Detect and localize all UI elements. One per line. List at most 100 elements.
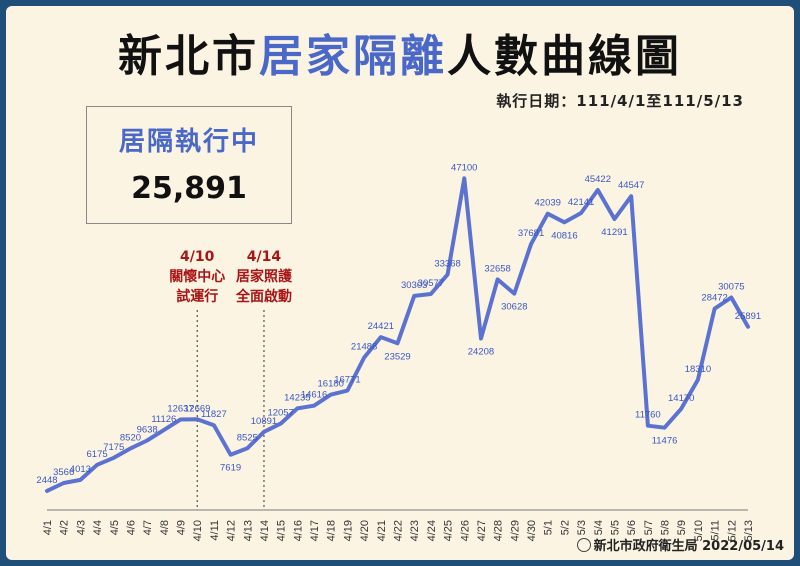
x-tick-label: 4/27 [476, 520, 488, 541]
x-tick-label: 4/25 [443, 520, 455, 541]
data-label: 3566 [53, 467, 74, 478]
x-tick-label: 5/9 [676, 520, 688, 535]
x-tick-label: 5/7 [643, 520, 655, 535]
page-title: 新北市居家隔離人數曲線圖 [6, 20, 794, 84]
data-label: 23529 [384, 351, 410, 362]
data-label: 21488 [351, 342, 377, 353]
data-label: 11126 [151, 414, 176, 425]
data-label: 30303 [401, 280, 427, 291]
data-label: 45422 [585, 174, 611, 185]
x-tick-label: 4/20 [359, 520, 371, 541]
annotation-text: 全面啟動 [235, 288, 292, 305]
x-tick-label: 5/1 [543, 520, 555, 535]
annotation-text: 4/10 [180, 249, 215, 265]
data-label: 47100 [451, 162, 477, 173]
x-tick-label: 5/3 [576, 520, 588, 535]
series-line [45, 176, 750, 493]
x-tick-label: 4/17 [309, 520, 321, 541]
x-tick-label: 4/15 [276, 520, 288, 541]
x-tick-label: 4/11 [209, 520, 221, 541]
infographic-frame: 新北市居家隔離人數曲線圖 執行日期：111/4/1至111/5/13 居隔執行中… [6, 6, 794, 560]
data-label: 7175 [103, 442, 124, 453]
x-tick-label: 4/21 [376, 520, 388, 541]
agency-seal-icon [576, 538, 591, 552]
x-tick-label: 4/23 [409, 520, 421, 541]
x-tick-label: 4/4 [92, 520, 104, 535]
data-label: 9638 [137, 425, 158, 436]
x-tick-label: 4/5 [109, 520, 121, 535]
data-label: 8525 [237, 432, 258, 443]
x-tick-label: 4/2 [59, 520, 71, 535]
data-label: 33368 [434, 258, 460, 269]
data-label: 42141 [568, 197, 594, 208]
x-tick-label: 4/8 [159, 520, 171, 535]
x-tick-label: 4/30 [526, 520, 538, 541]
current-count-box: 居隔執行中 25,891 [86, 106, 292, 224]
annotation-text: 居家照護 [236, 268, 293, 285]
x-tick-label: 4/16 [292, 520, 304, 541]
annotation-text: 4/14 [247, 249, 282, 265]
data-label: 12669 [184, 403, 210, 414]
date-range: 執行日期：111/4/1至111/5/13 [496, 92, 744, 110]
data-label: 30628 [501, 302, 527, 313]
data-label: 12637 [167, 404, 193, 415]
data-label: 24208 [468, 347, 494, 358]
data-label: 14170 [668, 393, 694, 404]
x-tick-label: 4/19 [342, 520, 354, 541]
x-tick-label: 4/1 [42, 520, 54, 535]
title-part-city: 新北市 [118, 31, 259, 82]
x-tick-label: 4/9 [176, 520, 188, 535]
x-tick-label: 4/10 [192, 520, 204, 541]
data-label: 44547 [618, 180, 644, 191]
x-tick-label: 5/12 [726, 520, 738, 541]
data-label: 40816 [551, 230, 577, 241]
data-label: 37681 [518, 228, 544, 239]
x-tick-label: 4/29 [509, 520, 521, 541]
data-label: 42039 [535, 198, 561, 209]
data-label: 16771 [334, 375, 360, 386]
x-tick-label: 5/13 [743, 520, 755, 541]
data-label: 25891 [735, 311, 761, 322]
data-label: 30075 [718, 281, 744, 292]
x-tick-label: 5/11 [710, 520, 722, 541]
annotation-text: 關懷中心 [169, 268, 225, 285]
current-count-value: 25,891 [131, 171, 247, 206]
data-label: 10891 [251, 416, 277, 427]
x-tick-label: 4/26 [459, 520, 471, 541]
x-tick-label: 4/13 [242, 520, 254, 541]
x-tick-label: 4/24 [426, 520, 438, 541]
data-label: 6175 [87, 449, 108, 460]
data-label: 7619 [220, 463, 241, 474]
x-tick-label: 5/4 [593, 520, 605, 535]
x-tick-label: 5/6 [626, 520, 638, 535]
data-label: 11827 [201, 409, 227, 420]
data-label: 32658 [484, 263, 510, 274]
data-label: 12057 [267, 408, 293, 419]
x-tick-label: 5/2 [559, 520, 571, 535]
data-label: 11760 [635, 410, 661, 421]
data-label: 24421 [368, 321, 394, 332]
data-label: 8520 [120, 432, 141, 443]
title-part-rest: 人數曲線圖 [447, 31, 682, 82]
current-count-label: 居隔執行中 [118, 127, 259, 157]
x-tick-label: 4/28 [493, 520, 505, 541]
x-tick-label: 5/10 [693, 520, 705, 541]
data-label: 2448 [36, 475, 57, 486]
x-tick-label: 4/12 [226, 520, 238, 541]
x-tick-label: 4/18 [326, 520, 338, 541]
data-label: 14235 [284, 392, 310, 403]
x-tick-label: 4/22 [393, 520, 405, 541]
data-label: 4013 [70, 464, 91, 475]
x-tick-label: 4/3 [75, 520, 87, 535]
x-tick-label: 4/14 [259, 520, 271, 541]
data-label: 28472 [701, 293, 727, 304]
data-label: 14616 [301, 390, 327, 401]
data-label: 16180 [318, 379, 344, 390]
title-part-highlight: 居家隔離 [259, 31, 447, 82]
x-tick-label: 5/5 [609, 520, 621, 535]
x-tick-label: 4/7 [142, 520, 154, 535]
data-label: 18310 [685, 364, 711, 375]
data-label: 41291 [601, 227, 627, 238]
annotation-text: 試運行 [176, 288, 218, 305]
